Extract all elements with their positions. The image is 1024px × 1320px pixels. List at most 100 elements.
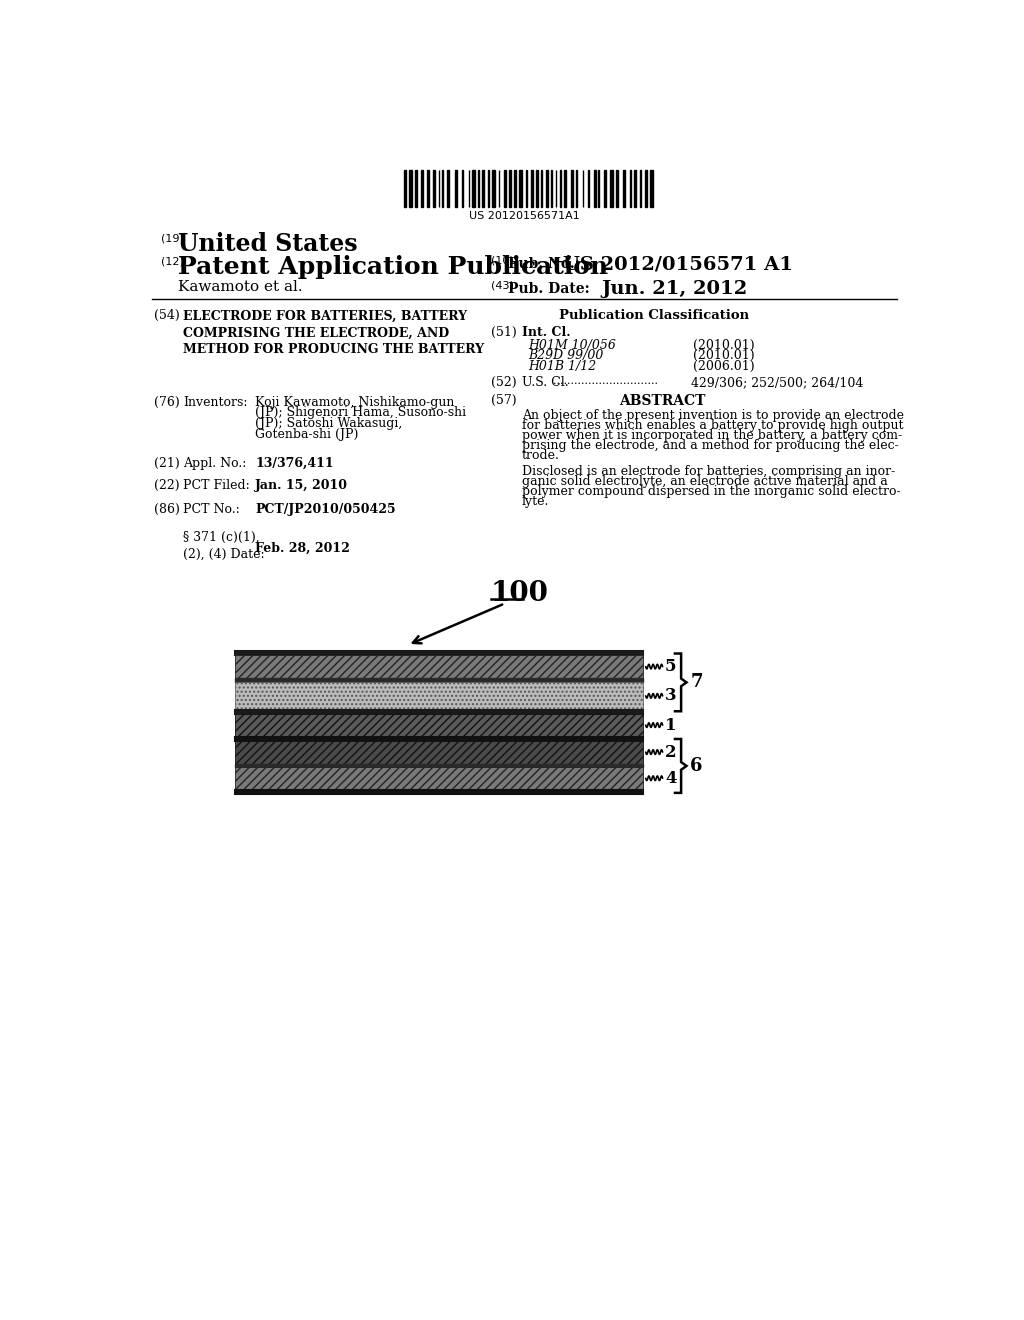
Text: 100: 100 <box>490 581 549 607</box>
Text: 6: 6 <box>690 756 702 775</box>
Text: B29D 99/00: B29D 99/00 <box>528 350 603 363</box>
Text: (43): (43) <box>490 280 514 290</box>
Bar <box>509 170 511 207</box>
Bar <box>421 170 423 207</box>
Text: Patent Application Publication: Patent Application Publication <box>178 256 608 280</box>
Text: (2006.01): (2006.01) <box>692 360 755 374</box>
Text: (51): (51) <box>490 326 517 339</box>
Bar <box>478 170 479 207</box>
Text: Appl. No.:: Appl. No.: <box>183 457 247 470</box>
Text: (52): (52) <box>490 376 516 389</box>
Bar <box>610 170 612 207</box>
Text: (12): (12) <box>162 257 184 267</box>
Text: PCT/JP2010/050425: PCT/JP2010/050425 <box>255 503 396 516</box>
Text: (JP); Shigenori Hama, Susono-shi: (JP); Shigenori Hama, Susono-shi <box>255 407 466 420</box>
Text: polymer compound dispersed in the inorganic solid electro-: polymer compound dispersed in the inorga… <box>521 484 900 498</box>
Text: trode.: trode. <box>521 449 559 462</box>
Bar <box>472 170 475 207</box>
Text: Jan. 15, 2010: Jan. 15, 2010 <box>255 479 348 492</box>
Bar <box>234 710 643 714</box>
Bar <box>447 170 450 207</box>
Text: Int. Cl.: Int. Cl. <box>521 326 570 339</box>
Bar <box>415 170 417 207</box>
Bar <box>598 170 599 207</box>
Bar <box>403 170 407 207</box>
Text: US 2012/0156571 A1: US 2012/0156571 A1 <box>563 256 794 273</box>
Text: 2: 2 <box>665 743 677 760</box>
Text: (2010.01): (2010.01) <box>692 339 755 351</box>
Text: 3: 3 <box>665 688 677 705</box>
Bar <box>564 170 566 207</box>
Text: Gotenba-shi (JP): Gotenba-shi (JP) <box>255 428 358 441</box>
Text: ganic solid electrolyte, an electrode active material and a: ganic solid electrolyte, an electrode ac… <box>521 475 888 488</box>
Text: 7: 7 <box>690 673 702 692</box>
Text: (54): (54) <box>154 309 179 322</box>
Text: (86): (86) <box>154 503 179 516</box>
Text: An object of the present invention is to provide an electrode: An object of the present invention is to… <box>521 409 904 422</box>
Text: (2010.01): (2010.01) <box>692 350 755 363</box>
Bar <box>493 170 495 207</box>
Text: Kawamoto et al.: Kawamoto et al. <box>178 280 303 294</box>
Text: 13/376,411: 13/376,411 <box>255 457 334 470</box>
Bar <box>525 170 527 207</box>
Text: 429/306; 252/500; 264/104: 429/306; 252/500; 264/104 <box>691 376 863 389</box>
Text: U.S. Cl.: U.S. Cl. <box>521 376 568 389</box>
Text: ABSTRACT: ABSTRACT <box>618 395 706 408</box>
Bar <box>514 170 515 207</box>
Bar <box>630 170 631 207</box>
Text: Feb. 28, 2012: Feb. 28, 2012 <box>255 543 350 554</box>
Bar <box>410 170 412 207</box>
Text: Inventors:: Inventors: <box>183 396 248 409</box>
Text: § 371 (c)(1),
(2), (4) Date:: § 371 (c)(1), (2), (4) Date: <box>183 531 264 561</box>
Text: ELECTRODE FOR BATTERIES, BATTERY
COMPRISING THE ELECTRODE, AND
METHOD FOR PRODUC: ELECTRODE FOR BATTERIES, BATTERY COMPRIS… <box>183 309 484 356</box>
Bar <box>234 682 643 710</box>
Text: United States: United States <box>178 231 358 256</box>
Bar <box>462 170 463 207</box>
Text: (22): (22) <box>154 479 179 492</box>
Text: Pub. Date:: Pub. Date: <box>508 281 590 296</box>
Text: (57): (57) <box>490 395 516 407</box>
Bar <box>571 170 573 207</box>
Bar <box>634 170 637 207</box>
Text: ..............................: .............................. <box>553 376 657 387</box>
Bar <box>455 170 457 207</box>
Bar <box>487 170 489 207</box>
Bar <box>623 170 625 207</box>
Text: PCT No.:: PCT No.: <box>183 503 240 516</box>
Text: Pub. No.:: Pub. No.: <box>508 257 580 271</box>
Bar <box>645 170 647 207</box>
Text: (10): (10) <box>490 256 514 265</box>
Text: US 20120156571A1: US 20120156571A1 <box>469 211 581 220</box>
Bar <box>234 714 643 737</box>
Bar <box>234 651 643 655</box>
Bar <box>234 678 643 682</box>
Text: H01M 10/056: H01M 10/056 <box>528 339 615 351</box>
Text: prising the electrode, and a method for producing the elec-: prising the electrode, and a method for … <box>521 440 898 453</box>
Bar <box>234 737 643 741</box>
Text: for batteries which enables a battery to provide high output: for batteries which enables a battery to… <box>521 420 903 433</box>
Text: Jun. 21, 2012: Jun. 21, 2012 <box>602 280 749 298</box>
Text: PCT Filed:: PCT Filed: <box>183 479 250 492</box>
Bar <box>433 170 435 207</box>
Text: Publication Classification: Publication Classification <box>559 309 750 322</box>
Bar <box>482 170 484 207</box>
Bar <box>650 170 652 207</box>
Bar <box>604 170 606 207</box>
Text: (21): (21) <box>154 457 179 470</box>
Bar <box>615 170 617 207</box>
Bar <box>234 655 643 678</box>
Bar <box>427 170 429 207</box>
Bar <box>504 170 506 207</box>
Text: 5: 5 <box>665 659 677 675</box>
Bar <box>537 170 538 207</box>
Text: H01B 1/12: H01B 1/12 <box>528 360 596 374</box>
Text: (JP); Satoshi Wakasugi,: (JP); Satoshi Wakasugi, <box>255 417 402 430</box>
Bar <box>546 170 548 207</box>
Bar <box>234 767 643 789</box>
Text: Koji Kawamoto, Nishikamo-gun: Koji Kawamoto, Nishikamo-gun <box>255 396 455 409</box>
Bar <box>234 763 643 767</box>
Bar <box>588 170 590 207</box>
Text: power when it is incorporated in the battery, a battery com-: power when it is incorporated in the bat… <box>521 429 902 442</box>
Bar <box>234 741 643 763</box>
Bar <box>594 170 596 207</box>
